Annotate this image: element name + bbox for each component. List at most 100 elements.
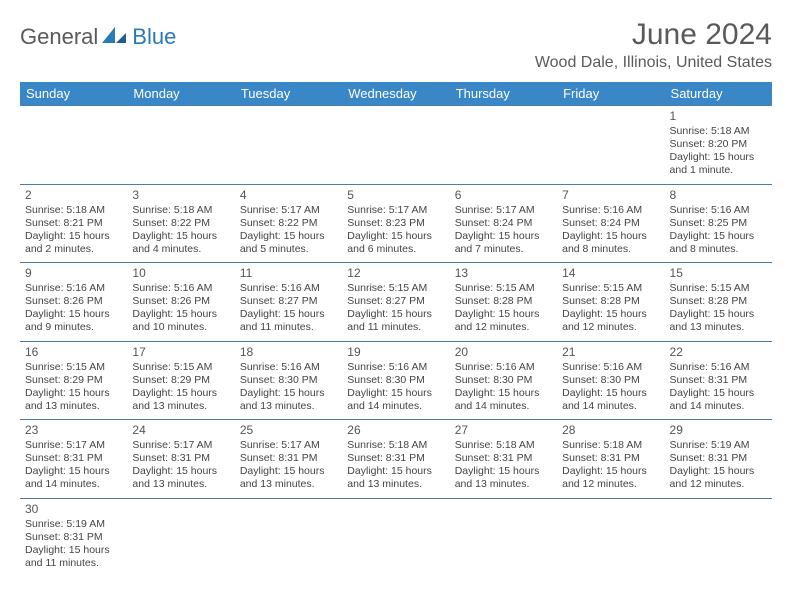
day-number: 12 [347, 266, 444, 281]
calendar-empty-cell [557, 498, 664, 576]
daylight-line: Daylight: 15 hours and 1 minute. [670, 151, 767, 177]
day-number: 25 [240, 423, 337, 438]
day-number: 26 [347, 423, 444, 438]
daylight-line: Daylight: 15 hours and 5 minutes. [240, 230, 337, 256]
sunset-line: Sunset: 8:31 PM [25, 452, 122, 465]
day-number: 4 [240, 188, 337, 203]
calendar-empty-cell [127, 106, 234, 185]
sunrise-line: Sunrise: 5:15 AM [25, 361, 122, 374]
sunset-line: Sunset: 8:28 PM [562, 295, 659, 308]
calendar-day-cell: 1Sunrise: 5:18 AMSunset: 8:20 PMDaylight… [665, 106, 772, 185]
day-number: 20 [455, 345, 552, 360]
sunset-line: Sunset: 8:28 PM [455, 295, 552, 308]
sunset-line: Sunset: 8:31 PM [670, 374, 767, 387]
sunrise-line: Sunrise: 5:15 AM [455, 282, 552, 295]
logo-text-2: Blue [132, 24, 176, 50]
calendar-day-cell: 11Sunrise: 5:16 AMSunset: 8:27 PMDayligh… [235, 263, 342, 342]
sunset-line: Sunset: 8:25 PM [670, 217, 767, 230]
calendar-day-cell: 30Sunrise: 5:19 AMSunset: 8:31 PMDayligh… [20, 498, 127, 576]
sunset-line: Sunset: 8:31 PM [455, 452, 552, 465]
daylight-line: Daylight: 15 hours and 12 minutes. [562, 308, 659, 334]
calendar-day-cell: 4Sunrise: 5:17 AMSunset: 8:22 PMDaylight… [235, 184, 342, 263]
sunset-line: Sunset: 8:24 PM [455, 217, 552, 230]
sunset-line: Sunset: 8:31 PM [562, 452, 659, 465]
sunrise-line: Sunrise: 5:18 AM [347, 439, 444, 452]
calendar-day-cell: 12Sunrise: 5:15 AMSunset: 8:27 PMDayligh… [342, 263, 449, 342]
weekday-header: Friday [557, 82, 664, 106]
calendar-week-row: 1Sunrise: 5:18 AMSunset: 8:20 PMDaylight… [20, 106, 772, 185]
calendar-day-cell: 17Sunrise: 5:15 AMSunset: 8:29 PMDayligh… [127, 341, 234, 420]
calendar-day-cell: 7Sunrise: 5:16 AMSunset: 8:24 PMDaylight… [557, 184, 664, 263]
calendar-day-cell: 21Sunrise: 5:16 AMSunset: 8:30 PMDayligh… [557, 341, 664, 420]
sunrise-line: Sunrise: 5:16 AM [132, 282, 229, 295]
sunset-line: Sunset: 8:26 PM [25, 295, 122, 308]
calendar-day-cell: 19Sunrise: 5:16 AMSunset: 8:30 PMDayligh… [342, 341, 449, 420]
sunrise-line: Sunrise: 5:17 AM [347, 204, 444, 217]
daylight-line: Daylight: 15 hours and 14 minutes. [670, 387, 767, 413]
day-number: 19 [347, 345, 444, 360]
page-title: June 2024 [535, 18, 772, 52]
sunrise-line: Sunrise: 5:16 AM [562, 361, 659, 374]
calendar-day-cell: 23Sunrise: 5:17 AMSunset: 8:31 PMDayligh… [20, 420, 127, 499]
day-number: 29 [670, 423, 767, 438]
sunset-line: Sunset: 8:27 PM [347, 295, 444, 308]
sunset-line: Sunset: 8:31 PM [670, 452, 767, 465]
sunset-line: Sunset: 8:21 PM [25, 217, 122, 230]
calendar-empty-cell [450, 106, 557, 185]
sunset-line: Sunset: 8:31 PM [347, 452, 444, 465]
sunrise-line: Sunrise: 5:16 AM [347, 361, 444, 374]
weekday-header: Thursday [450, 82, 557, 106]
day-number: 2 [25, 188, 122, 203]
calendar-empty-cell [342, 106, 449, 185]
calendar-day-cell: 26Sunrise: 5:18 AMSunset: 8:31 PMDayligh… [342, 420, 449, 499]
day-number: 16 [25, 345, 122, 360]
calendar-empty-cell [20, 106, 127, 185]
calendar-day-cell: 22Sunrise: 5:16 AMSunset: 8:31 PMDayligh… [665, 341, 772, 420]
day-number: 18 [240, 345, 337, 360]
daylight-line: Daylight: 15 hours and 13 minutes. [240, 387, 337, 413]
sunset-line: Sunset: 8:31 PM [240, 452, 337, 465]
sunrise-line: Sunrise: 5:18 AM [25, 204, 122, 217]
sunset-line: Sunset: 8:27 PM [240, 295, 337, 308]
calendar-table: SundayMondayTuesdayWednesdayThursdayFrid… [20, 82, 772, 576]
sunrise-line: Sunrise: 5:19 AM [25, 518, 122, 531]
daylight-line: Daylight: 15 hours and 14 minutes. [347, 387, 444, 413]
sunrise-line: Sunrise: 5:16 AM [670, 204, 767, 217]
daylight-line: Daylight: 15 hours and 12 minutes. [562, 465, 659, 491]
weekday-header: Tuesday [235, 82, 342, 106]
sunset-line: Sunset: 8:31 PM [25, 531, 122, 544]
weekday-header: Sunday [20, 82, 127, 106]
sunset-line: Sunset: 8:20 PM [670, 138, 767, 151]
calendar-day-cell: 10Sunrise: 5:16 AMSunset: 8:26 PMDayligh… [127, 263, 234, 342]
weekday-header: Monday [127, 82, 234, 106]
weekday-header: Saturday [665, 82, 772, 106]
calendar-day-cell: 6Sunrise: 5:17 AMSunset: 8:24 PMDaylight… [450, 184, 557, 263]
daylight-line: Daylight: 15 hours and 7 minutes. [455, 230, 552, 256]
sunset-line: Sunset: 8:24 PM [562, 217, 659, 230]
sunset-line: Sunset: 8:30 PM [562, 374, 659, 387]
daylight-line: Daylight: 15 hours and 8 minutes. [562, 230, 659, 256]
location-subtitle: Wood Dale, Illinois, United States [535, 54, 772, 72]
day-number: 30 [25, 502, 122, 517]
daylight-line: Daylight: 15 hours and 14 minutes. [455, 387, 552, 413]
sail-icon [102, 25, 128, 50]
title-block: June 2024 Wood Dale, Illinois, United St… [535, 18, 772, 72]
sunset-line: Sunset: 8:30 PM [455, 374, 552, 387]
calendar-day-cell: 14Sunrise: 5:15 AMSunset: 8:28 PMDayligh… [557, 263, 664, 342]
calendar-week-row: 23Sunrise: 5:17 AMSunset: 8:31 PMDayligh… [20, 420, 772, 499]
sunrise-line: Sunrise: 5:16 AM [562, 204, 659, 217]
calendar-day-cell: 3Sunrise: 5:18 AMSunset: 8:22 PMDaylight… [127, 184, 234, 263]
sunrise-line: Sunrise: 5:16 AM [455, 361, 552, 374]
sunrise-line: Sunrise: 5:16 AM [25, 282, 122, 295]
daylight-line: Daylight: 15 hours and 2 minutes. [25, 230, 122, 256]
sunrise-line: Sunrise: 5:17 AM [240, 204, 337, 217]
sunrise-line: Sunrise: 5:18 AM [562, 439, 659, 452]
calendar-empty-cell [127, 498, 234, 576]
day-number: 22 [670, 345, 767, 360]
day-number: 21 [562, 345, 659, 360]
daylight-line: Daylight: 15 hours and 13 minutes. [455, 465, 552, 491]
calendar-empty-cell [450, 498, 557, 576]
daylight-line: Daylight: 15 hours and 12 minutes. [455, 308, 552, 334]
daylight-line: Daylight: 15 hours and 4 minutes. [132, 230, 229, 256]
calendar-week-row: 2Sunrise: 5:18 AMSunset: 8:21 PMDaylight… [20, 184, 772, 263]
